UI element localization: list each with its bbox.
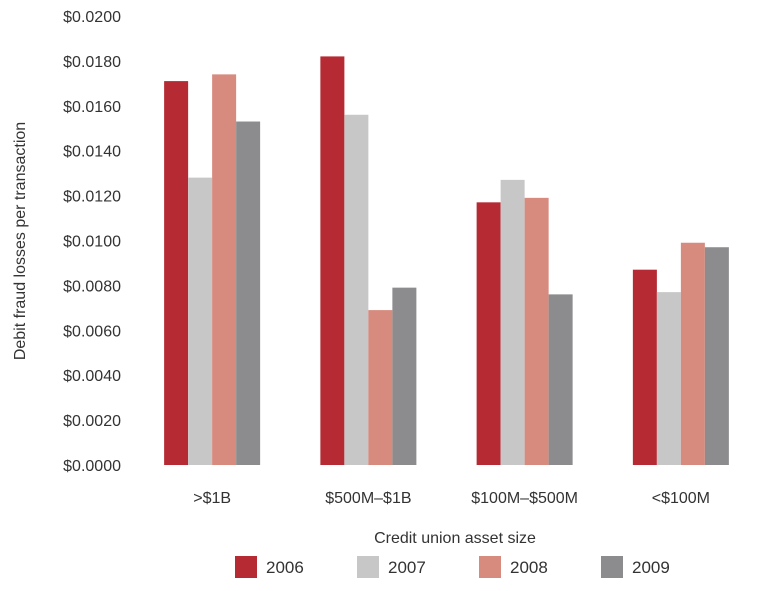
legend-swatch-2006 <box>235 556 257 578</box>
bar-2006-4 <box>632 269 657 465</box>
legend-label-2009: 2009 <box>632 558 670 577</box>
x-tick-label: >$1B <box>193 490 231 507</box>
bar-2008-2 <box>368 310 393 465</box>
bar-2006-3 <box>476 202 501 465</box>
bar-2007-4 <box>656 292 681 465</box>
legend-swatch-2009 <box>601 556 623 578</box>
bar-2006-1 <box>164 81 189 465</box>
y-tick-label: $0.0140 <box>63 144 121 161</box>
bar-2007-3 <box>500 179 525 465</box>
legend-swatch-2008 <box>479 556 501 578</box>
bar-2008-1 <box>212 74 237 466</box>
y-tick-label: $0.0120 <box>63 189 121 206</box>
bar-2009-2 <box>392 287 417 465</box>
y-tick-label: $0.0000 <box>63 458 121 475</box>
legend-label-2008: 2008 <box>510 558 548 577</box>
y-tick-label: $0.0060 <box>63 323 121 340</box>
bars <box>164 56 729 466</box>
bar-2006-2 <box>320 56 345 465</box>
y-tick-label: $0.0200 <box>63 9 121 26</box>
bar-2007-2 <box>344 114 369 465</box>
x-tick-label: $500M–$1B <box>325 490 411 507</box>
y-tick-label: $0.0020 <box>63 413 121 430</box>
y-tick-label: $0.0180 <box>63 54 121 71</box>
bar-2009-3 <box>548 294 573 465</box>
bar-2008-4 <box>680 242 705 465</box>
bar-2007-1 <box>188 177 213 465</box>
y-tick-label: $0.0100 <box>63 234 121 251</box>
x-axis-ticks: >$1B $500M–$1B $100M–$500M <$100M <box>193 490 710 507</box>
y-tick-label: $0.0160 <box>63 99 121 116</box>
bar-2008-3 <box>524 197 549 465</box>
x-axis-title: Credit union asset size <box>374 530 536 547</box>
bar-2009-1 <box>236 121 261 465</box>
bar-2009-4 <box>704 247 729 465</box>
y-tick-label: $0.0080 <box>63 278 121 295</box>
legend-swatch-2007 <box>357 556 379 578</box>
legend-label-2007: 2007 <box>388 558 426 577</box>
x-tick-label: $100M–$500M <box>471 490 578 507</box>
y-axis-title: Debit fraud losses per transaction <box>12 122 29 360</box>
legend-label-2006: 2006 <box>266 558 304 577</box>
legend: 2006 2007 2008 2009 <box>235 556 670 578</box>
y-tick-label: $0.0040 <box>63 368 121 385</box>
x-tick-label: <$100M <box>652 490 710 507</box>
y-axis-ticks: $0.0000 $0.0020 $0.0040 $0.0060 $0.0080 $0.01… <box>63 9 121 475</box>
